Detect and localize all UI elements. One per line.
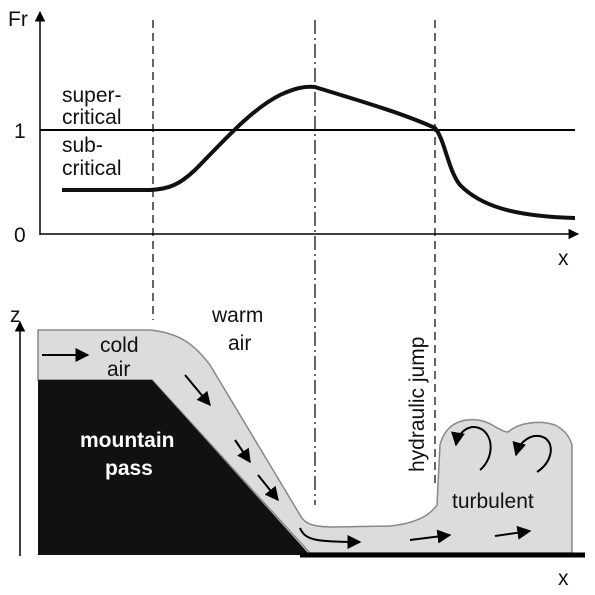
bottom-panel: z x cold air warm air hydraulic jump mou… <box>10 304 585 590</box>
cold-air-label: cold <box>100 334 139 357</box>
diagram: Fr 1 0 x super- critical sub- critical z… <box>0 0 595 590</box>
warm-air-label: air <box>228 332 251 355</box>
turbulent-label: turbulent <box>452 490 534 513</box>
froude-curve <box>62 87 575 218</box>
tick-label: 0 <box>14 224 26 247</box>
cold-air-label: air <box>107 358 130 381</box>
warm-air-label: warm <box>211 304 263 327</box>
region-label: critical <box>62 157 122 180</box>
z-axis-label: z <box>10 304 21 327</box>
mountain-pass-label: mountain <box>80 429 175 452</box>
region-label: super- <box>62 84 122 107</box>
y-axis-label: Fr <box>8 8 28 31</box>
region-label: sub- <box>62 134 103 157</box>
hydraulic-jump-label: hydraulic jump <box>406 337 429 472</box>
x-axis-label: x <box>558 247 569 270</box>
tick-label: 1 <box>14 120 26 143</box>
mountain-pass-label: pass <box>105 457 153 480</box>
x-axis-label: x <box>558 567 569 590</box>
region-label: critical <box>62 106 122 129</box>
